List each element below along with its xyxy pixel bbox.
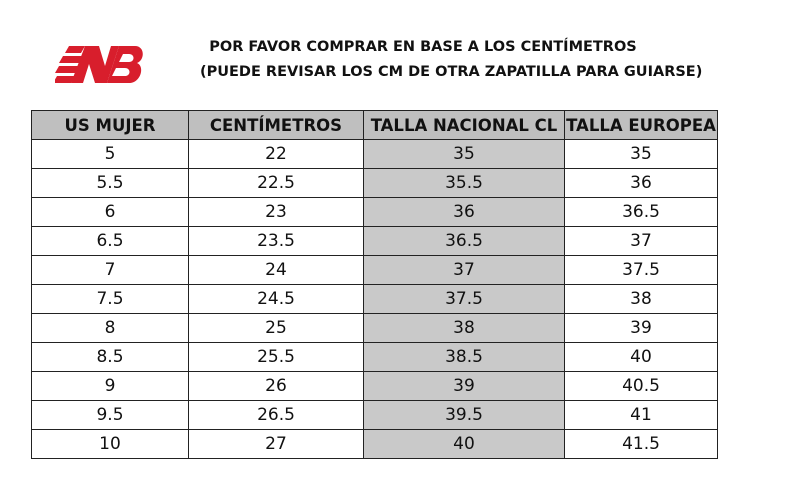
table-cell: 35	[564, 139, 718, 169]
table-row: 6 23 36 36.5	[31, 197, 718, 227]
table-cell: 41	[564, 400, 718, 430]
table-cell: 39.5	[363, 400, 565, 430]
table-cell: 40	[564, 342, 718, 372]
table-cell: 35	[363, 139, 565, 169]
table-cell: 24	[188, 255, 364, 285]
table-cell: 26	[188, 371, 364, 401]
column-header: TALLA NACIONAL CL	[363, 110, 565, 140]
table-cell: 8	[31, 313, 189, 343]
table-cell: 5.5	[31, 168, 189, 198]
table-cell: 25	[188, 313, 364, 343]
table-cell: 39	[363, 371, 565, 401]
table-cell: 40.5	[564, 371, 718, 401]
table-cell: 35.5	[363, 168, 565, 198]
table-row: 9.5 26.5 39.5 41	[31, 400, 718, 430]
table-cell: 22.5	[188, 168, 364, 198]
table-cell: 10	[31, 429, 189, 459]
table-cell: 7.5	[31, 284, 189, 314]
table-row: 5 22 35 35	[31, 139, 718, 169]
table-cell: 36.5	[564, 197, 718, 227]
table-body: 5 22 35 35 5.5 22.5 35.5 36 6 23 36 36.5 6.5 23.5 36.5…	[31, 139, 718, 459]
table-row: 6.5 23.5 36.5 37	[31, 226, 718, 256]
table-cell: 37	[564, 226, 718, 256]
table-row: 9 26 39 40.5	[31, 371, 718, 401]
header-row: US MUJER CENTÍMETROS TALLA NACIONAL CL TALL…	[31, 110, 718, 140]
table-row: 7.5 24.5 37.5 38	[31, 284, 718, 314]
table-row: 8.5 25.5 38.5 40	[31, 342, 718, 372]
table-row: 10 27 40 41.5	[31, 429, 718, 459]
table-cell: 27	[188, 429, 364, 459]
table-cell: 40	[363, 429, 565, 459]
table-cell: 6.5	[31, 226, 189, 256]
column-header: CENTÍMETROS	[188, 110, 364, 140]
table-cell: 36	[564, 168, 718, 198]
table-row: 7 24 37 37.5	[31, 255, 718, 285]
title-line: (PUEDE REVISAR LOS CM DE OTRA ZAPATILLA …	[200, 64, 703, 80]
table-cell: 5	[31, 139, 189, 169]
table-row: 5.5 22.5 35.5 36	[31, 168, 718, 198]
brand-logo	[55, 46, 143, 83]
column-header: US MUJER	[31, 110, 189, 140]
table-cell: 9	[31, 371, 189, 401]
table-row: 8 25 38 39	[31, 313, 718, 343]
table-cell: 6	[31, 197, 189, 227]
table-cell: 23.5	[188, 226, 364, 256]
table-cell: 37.5	[363, 284, 565, 314]
table-cell: 41.5	[564, 429, 718, 459]
table-cell: 37	[363, 255, 565, 285]
column-header: TALLA EUROPEA	[564, 110, 718, 140]
table-cell: 36.5	[363, 226, 565, 256]
table-cell: 8.5	[31, 342, 189, 372]
table-cell: 37.5	[564, 255, 718, 285]
table-cell: 38	[564, 284, 718, 314]
table-cell: 7	[31, 255, 189, 285]
table-cell: 38	[363, 313, 565, 343]
title-line: POR FAVOR COMPRAR EN BASE A LOS CENTÍMET…	[209, 39, 637, 55]
table-cell: 26.5	[188, 400, 364, 430]
table-cell: 9.5	[31, 400, 189, 430]
table-cell: 38.5	[363, 342, 565, 372]
table-cell: 24.5	[188, 284, 364, 314]
table-cell: 39	[564, 313, 718, 343]
table-cell: 22	[188, 139, 364, 169]
table-cell: 36	[363, 197, 565, 227]
table-cell: 25.5	[188, 342, 364, 372]
size-table: US MUJER CENTÍMETROS TALLA NACIONAL CL TALL…	[31, 110, 718, 459]
table-cell: 23	[188, 197, 364, 227]
